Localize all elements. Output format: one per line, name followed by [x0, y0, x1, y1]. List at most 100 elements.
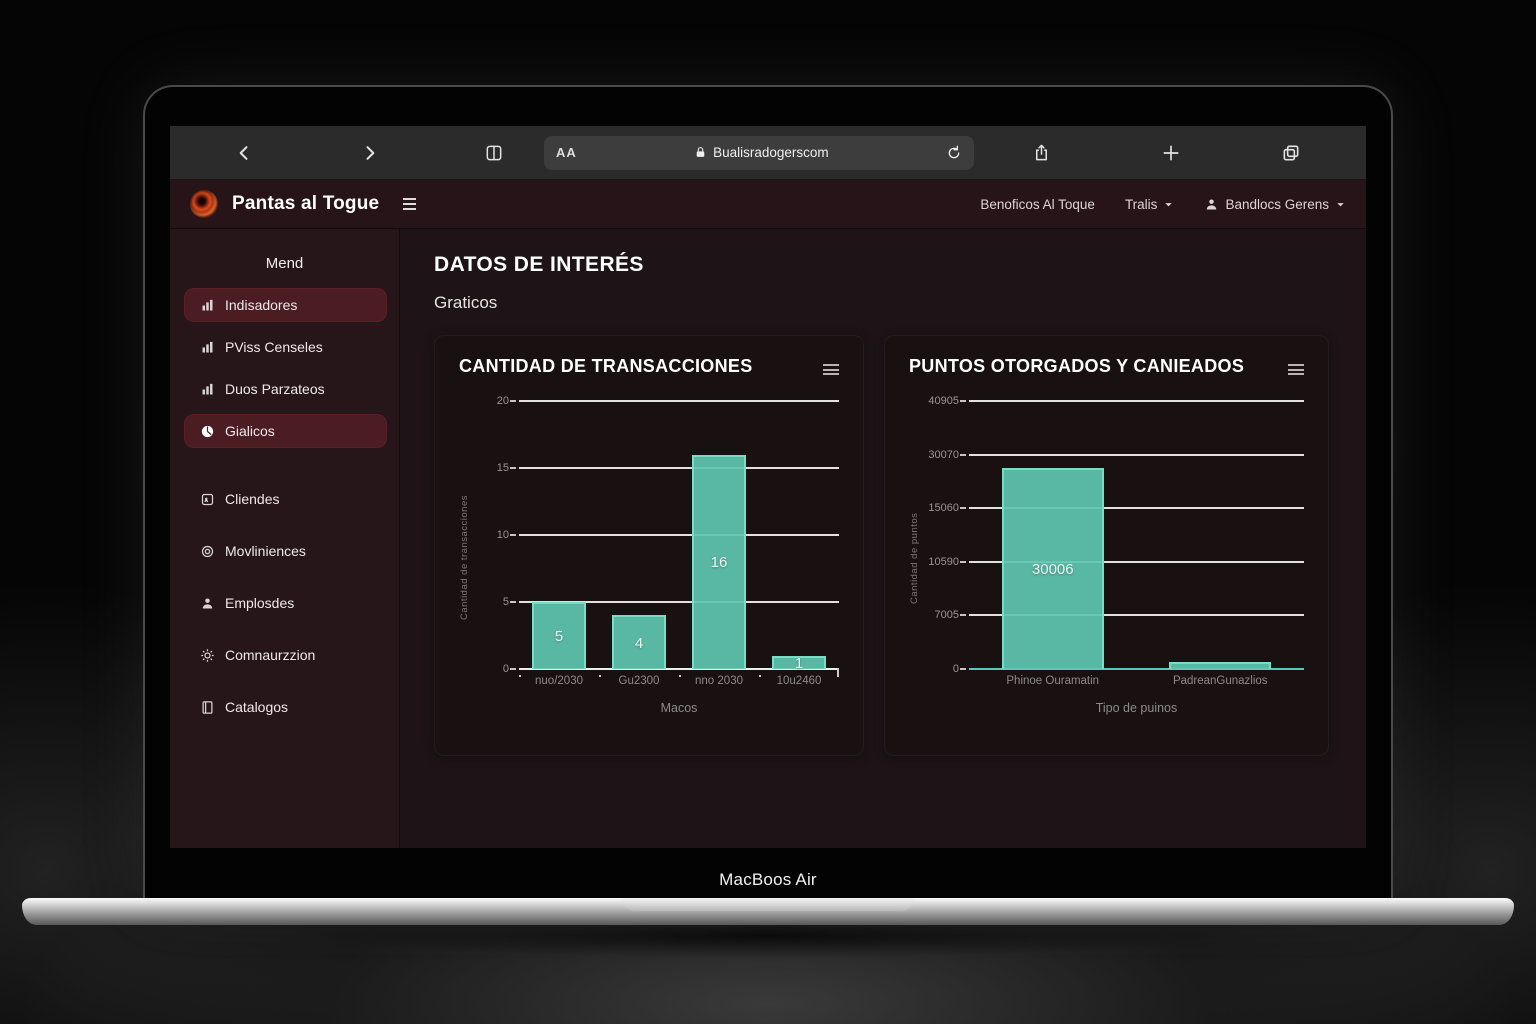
gridline: [510, 601, 839, 603]
sidebar-group-gap: [170, 456, 399, 482]
laptop-base: [22, 898, 1514, 925]
bar-slot: 4: [599, 401, 679, 669]
bar-value-label: 16: [710, 554, 728, 572]
share-button[interactable]: [1032, 142, 1051, 163]
x-axis-line: [510, 668, 839, 670]
id-card-icon: [200, 492, 215, 507]
sidebar-item-pviss-censeles[interactable]: PViss Censeles: [184, 330, 387, 364]
sidebar-item-label: Movliniences: [225, 543, 306, 559]
menu-toggle-button[interactable]: [403, 198, 417, 210]
bar-10u2460: 1: [772, 654, 826, 672]
app-navbar: Pantas al Togue Benoficos Al Toque Tralis…: [170, 180, 1366, 229]
bar-value-label: 1: [794, 654, 804, 672]
gridline: [960, 560, 1304, 563]
gridline: [510, 400, 839, 402]
y-tick-label: 5: [502, 596, 509, 608]
x-tick-label: nuo/2030: [519, 675, 599, 687]
chart-card-transacciones: CANTIDAD DE TRANSACCIONES Cantidad de tr…: [434, 335, 864, 756]
y-tick-label: 10: [496, 529, 509, 541]
x-axis-label: Tipo de puinos: [1095, 701, 1178, 715]
nav-link-label: Bandlocs Gerens: [1225, 196, 1329, 212]
chart-title: PUNTOS OTORGADOS Y CANIEADOS: [909, 356, 1245, 376]
tab-overview-button[interactable]: [1281, 143, 1301, 163]
nav-link-bandlocs-gerens[interactable]: Bandlocs Gerens: [1204, 197, 1346, 212]
bar-slot: 1: [759, 401, 839, 672]
bars-layer: 5 4 16 1: [519, 401, 839, 672]
bar-chart-icon: [200, 382, 215, 397]
laptop-display: AA Bualisradogerscom: [170, 126, 1366, 848]
gridline: [960, 507, 1304, 510]
device-model-label: MacBoos Air: [719, 870, 817, 889]
gridline: [960, 453, 1304, 456]
caret-down-icon: [1163, 199, 1174, 210]
chart-menu-button[interactable]: [1288, 364, 1304, 375]
nav-link-label: Tralis: [1124, 196, 1158, 212]
x-tick-label: 10u2460: [759, 675, 839, 687]
sidebar-item-label: Emplosdes: [225, 595, 295, 611]
sidebar-item-label: PViss Censeles: [225, 339, 323, 355]
book-icon: [200, 700, 215, 715]
bar-gu2300: 4: [612, 615, 666, 669]
bar-chart-icon: [200, 340, 215, 355]
y-tick-label: 40905: [928, 395, 959, 407]
brand-logo-icon: [190, 190, 218, 218]
x-tick-label: Phinoe Ouramatin: [1006, 675, 1100, 687]
sidebar-header: Mend: [265, 255, 304, 272]
sidebar-panel-icon[interactable]: [484, 143, 504, 163]
new-tab-button[interactable]: [1161, 143, 1181, 163]
sidebar: Mend Indisadores PViss Censeles Duos Parza…: [170, 229, 400, 848]
sidebar-item-duos-parzateos[interactable]: Duos Parzateos: [184, 372, 387, 406]
person-icon: [1204, 197, 1219, 212]
bars-layer: 30006: [969, 401, 1304, 669]
bar-chart-plot: 30006: [960, 400, 1304, 670]
sidebar-item-label: Duos Parzateos: [225, 381, 325, 397]
gridline: [510, 534, 839, 536]
sidebar-item-catalogos[interactable]: Catalogos: [184, 690, 387, 724]
reload-button[interactable]: [946, 145, 962, 161]
page-title: DATOS DE INTERÉS: [434, 253, 644, 276]
bar-slot: 16: [679, 401, 759, 669]
bar-nno-2030: 16: [692, 454, 746, 669]
sidebar-item-gialicos[interactable]: Gialicos: [184, 414, 387, 448]
gridline: [960, 400, 1304, 402]
bar-chart-plot: 5 4 16 1: [510, 400, 839, 672]
laptop: AA Bualisradogerscom: [143, 85, 1393, 898]
y-axis-label: Cantidad de puntos: [909, 512, 920, 604]
sidebar-item-indisadores[interactable]: Indisadores: [184, 288, 387, 322]
y-axis-label: Cantidad de transacciones: [459, 495, 470, 621]
gear-icon: [200, 648, 215, 663]
sidebar-item-label: Indisadores: [225, 297, 298, 313]
forward-button[interactable]: [360, 143, 380, 163]
chart-title: CANTIDAD DE TRANSACCIONES: [459, 356, 753, 376]
bar-phinoe-ouramatin: 30006: [1001, 467, 1104, 669]
x-axis-label: Macos: [660, 701, 698, 715]
page-subtitle: Graticos: [434, 293, 498, 312]
address-bar[interactable]: AA Bualisradogerscom: [544, 135, 974, 170]
y-tick-label: 0: [502, 663, 509, 675]
sidebar-item-label: Gialicos: [225, 423, 275, 439]
y-tick-label: 10590: [928, 555, 959, 568]
coin-icon: [200, 544, 215, 559]
bar-nuo-2030: 5: [532, 602, 586, 669]
sidebar-item-cliendes[interactable]: Cliendes: [184, 482, 387, 516]
bar-chart-icon: [200, 298, 215, 313]
reader-options-button[interactable]: AA: [556, 145, 577, 160]
chart-menu-button[interactable]: [823, 364, 839, 375]
back-button[interactable]: [234, 143, 254, 163]
url-text: Bualisradogerscom: [577, 145, 946, 160]
sidebar-item-movliniences[interactable]: Movliniences: [184, 534, 387, 568]
sidebar-item-label: Cliendes: [225, 491, 280, 507]
nav-link-label: Benoficos Al Toque: [980, 196, 1095, 212]
nav-link-tralis[interactable]: Tralis: [1125, 197, 1175, 212]
sidebar-item-emplosdes[interactable]: Emplosdes: [184, 586, 387, 620]
nav-link-benoficos-al-toque[interactable]: Benoficos Al Toque: [980, 197, 1095, 212]
x-tick-label: nno 2030: [679, 675, 759, 687]
bar-slot: 30006: [969, 401, 1137, 669]
bar-value-label: 4: [634, 634, 644, 652]
lock-icon: [696, 147, 705, 157]
sidebar-item-comnaurzzion[interactable]: Comnaurzzion: [184, 638, 387, 672]
x-axis-line: [960, 668, 1304, 670]
laptop-lid-notch: [623, 898, 913, 911]
browser-toolbar: AA Bualisradogerscom: [170, 126, 1366, 180]
